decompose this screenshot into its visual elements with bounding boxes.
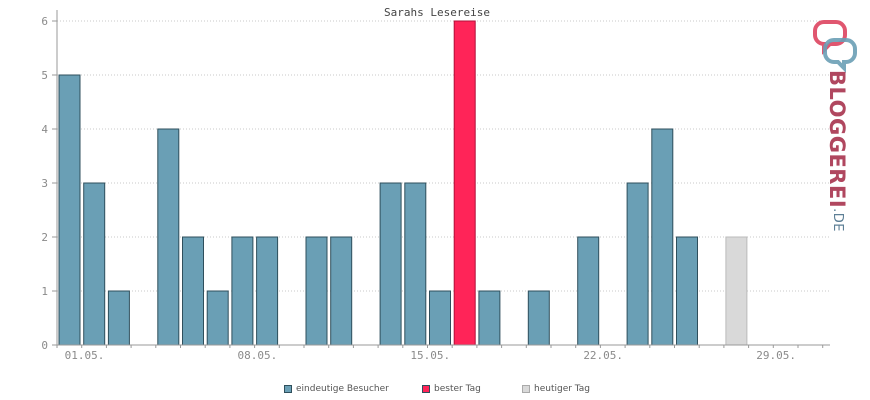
- legend-item-best-day: bester Tag: [422, 384, 481, 394]
- speech-bubble-pink-icon: [813, 20, 847, 55]
- bar: [231, 236, 254, 346]
- x-tick-label: 22.05.: [583, 349, 623, 362]
- y-tick-label: 4: [41, 123, 48, 136]
- bar: [404, 182, 427, 346]
- bar: [182, 236, 204, 346]
- bar-best-day: [453, 20, 476, 346]
- legend-label-visitors: eindeutige Besucher: [296, 384, 389, 394]
- logo-word-suffix: .DE: [830, 208, 845, 232]
- chart-legend: eindeutige Besucher bester Tag heutiger …: [0, 384, 870, 398]
- speech-bubble-blue-icon: [823, 38, 857, 73]
- bar-series: [58, 20, 748, 346]
- bar: [58, 74, 81, 346]
- y-tick-label: 0: [41, 339, 48, 352]
- y-tick-label: 2: [41, 231, 48, 244]
- x-tick-label: 01.05.: [65, 349, 105, 362]
- chart-title: Sarahs Lesereise: [384, 6, 490, 19]
- legend-swatch-best-day: [422, 385, 430, 393]
- y-tick-label: 5: [41, 69, 48, 82]
- bar: [429, 290, 451, 346]
- bar: [478, 290, 501, 346]
- bar-today: [725, 236, 748, 346]
- bar: [256, 236, 279, 346]
- bar: [626, 182, 649, 346]
- logo-word-main: BLOGGEREI: [825, 70, 849, 209]
- bar: [330, 236, 353, 346]
- bar: [651, 128, 674, 346]
- y-tick-label: 6: [41, 15, 48, 28]
- x-tick-label: 15.05.: [410, 349, 450, 362]
- bar: [379, 182, 402, 346]
- bar: [676, 236, 698, 346]
- bar: [107, 290, 130, 346]
- legend-label-best-day: bester Tag: [434, 384, 481, 394]
- bar: [577, 236, 600, 346]
- bar: [305, 236, 328, 346]
- y-tick-label: 1: [41, 285, 48, 298]
- axes: 0 1 2 3 4 5 6 01.05. 08.05. 15.05. 22.05. 29.05.: [41, 10, 830, 362]
- y-tick-label: 3: [41, 177, 48, 190]
- bar: [206, 290, 229, 346]
- x-tick-label: 29.05.: [756, 349, 796, 362]
- bar: [527, 290, 550, 346]
- bloggerei-logo-icon: [810, 18, 860, 218]
- legend-item-visitors: eindeutige Besucher: [284, 384, 389, 394]
- legend-swatch-today: [522, 385, 530, 393]
- legend-label-today: heutiger Tag: [534, 384, 591, 394]
- bar: [157, 128, 180, 346]
- bloggerei-wordmark: BLOGGEREI.DE: [825, 70, 849, 232]
- legend-swatch-visitors: [284, 385, 292, 393]
- legend-item-today: heutiger Tag: [522, 384, 590, 394]
- x-tick-label: 08.05.: [238, 349, 278, 362]
- bar: [83, 182, 106, 346]
